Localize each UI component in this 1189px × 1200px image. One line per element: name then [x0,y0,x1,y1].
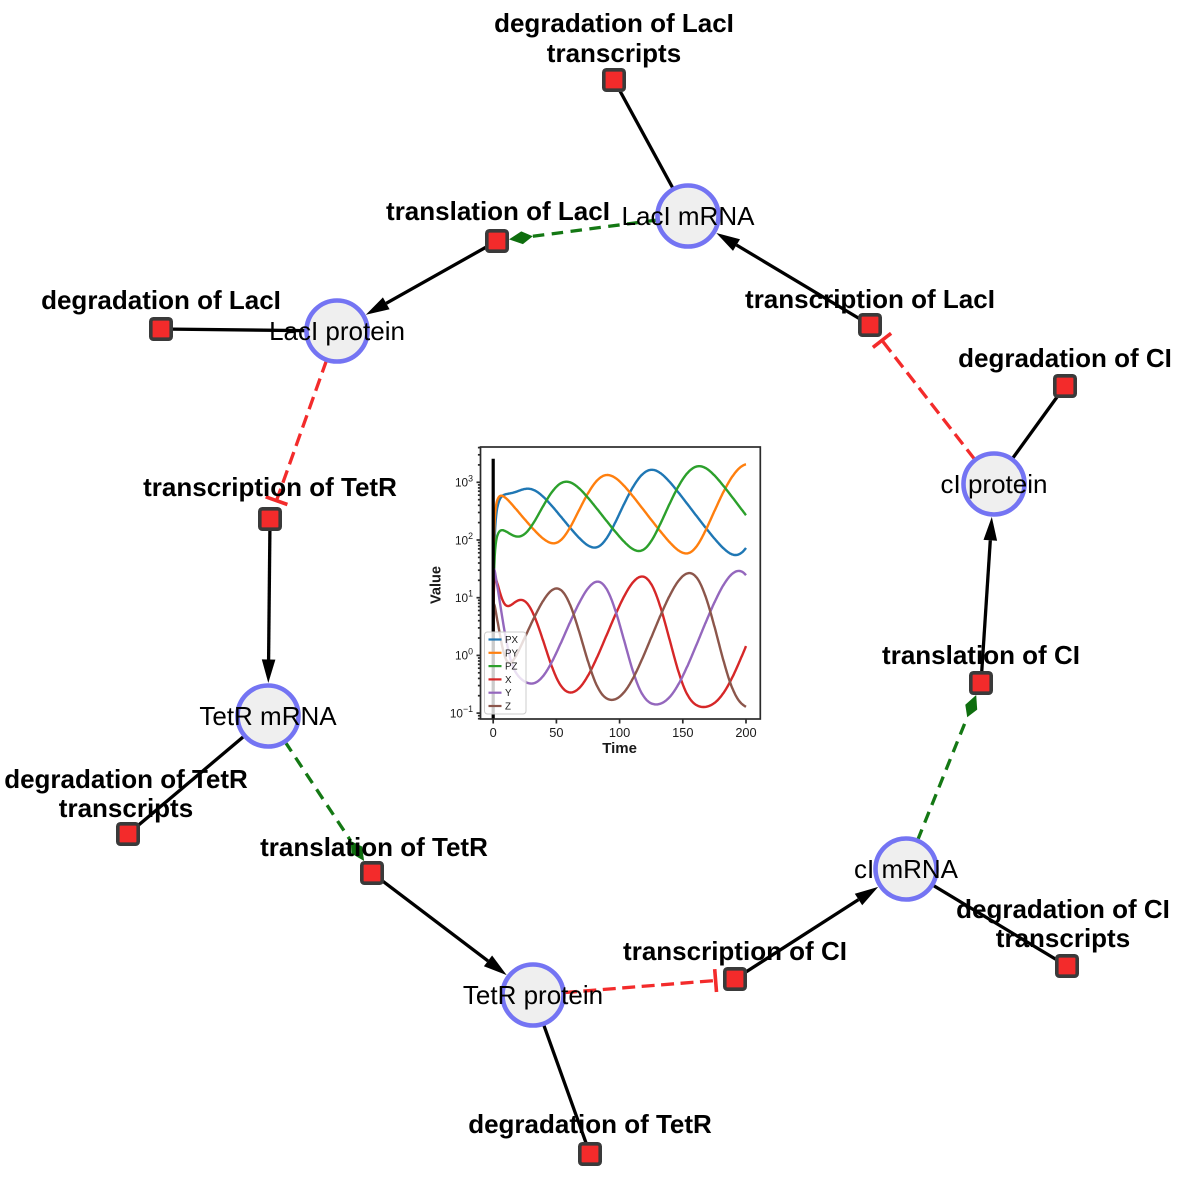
svg-text:PY: PY [505,648,519,659]
svg-text:degradation of LacI: degradation of LacI [41,285,281,315]
svg-text:150: 150 [672,725,693,740]
svg-text:LacI protein: LacI protein [269,316,405,346]
svg-text:Z: Z [505,702,511,713]
svg-text:TetR protein: TetR protein [463,980,603,1010]
svg-text:TetR mRNA: TetR mRNA [199,701,337,731]
svg-text:Y: Y [505,688,512,699]
svg-text:transcripts: transcripts [547,38,681,68]
svg-text:degradation of CI: degradation of CI [956,894,1170,924]
svg-text:50: 50 [549,725,563,740]
svg-text:200: 200 [735,725,756,740]
svg-text:translation of TetR: translation of TetR [260,832,488,862]
svg-text:0: 0 [490,725,497,740]
svg-text:cI mRNA: cI mRNA [854,854,959,884]
svg-text:transcription of LacI: transcription of LacI [745,284,995,314]
svg-text:translation of CI: translation of CI [882,640,1080,670]
svg-text:cI protein: cI protein [941,469,1048,499]
svg-text:degradation of CI: degradation of CI [958,343,1172,373]
svg-text:100: 100 [609,725,630,740]
svg-text:translation of LacI: translation of LacI [386,196,610,226]
svg-text:transcription of TetR: transcription of TetR [143,472,397,502]
svg-text:transcription of CI: transcription of CI [623,936,847,966]
svg-text:degradation of TetR: degradation of TetR [4,764,248,794]
svg-text:LacI mRNA: LacI mRNA [622,201,756,231]
svg-text:transcripts: transcripts [59,793,193,823]
svg-text:PX: PX [505,635,519,646]
svg-text:X: X [505,675,512,686]
svg-text:Time: Time [602,740,637,757]
svg-text:PZ: PZ [505,662,518,673]
svg-text:degradation of LacI: degradation of LacI [494,8,734,38]
svg-text:degradation of TetR: degradation of TetR [468,1109,712,1139]
svg-text:Value: Value [429,566,445,604]
svg-text:transcripts: transcripts [996,923,1130,953]
